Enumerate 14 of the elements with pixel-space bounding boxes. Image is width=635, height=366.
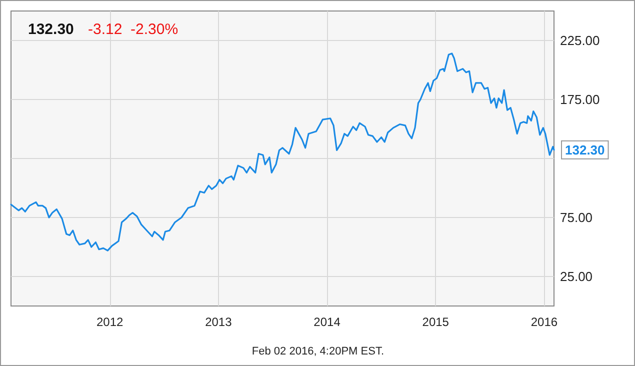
- x-tick-label: 2013: [205, 315, 232, 329]
- line-series: [10, 52, 555, 252]
- y-tick-label: 25.00: [560, 269, 593, 284]
- x-tick-label: 2015: [422, 315, 450, 329]
- x-tick-label: 2014: [314, 315, 341, 329]
- text: Feb 02 2016, 4:20PM EST.: [252, 346, 384, 358]
- x-tick-label: 2016: [530, 315, 558, 329]
- text: -3.12 -2.30%: [88, 21, 178, 38]
- y-tick-label: 175.00: [560, 92, 600, 107]
- data-label: 132.30: [565, 142, 605, 158]
- text: 132.30: [28, 21, 74, 38]
- y-tick-label: 225.00: [560, 33, 600, 48]
- y-tick-label: 75.00: [560, 210, 593, 225]
- x-tick-label: 2012: [96, 315, 124, 329]
